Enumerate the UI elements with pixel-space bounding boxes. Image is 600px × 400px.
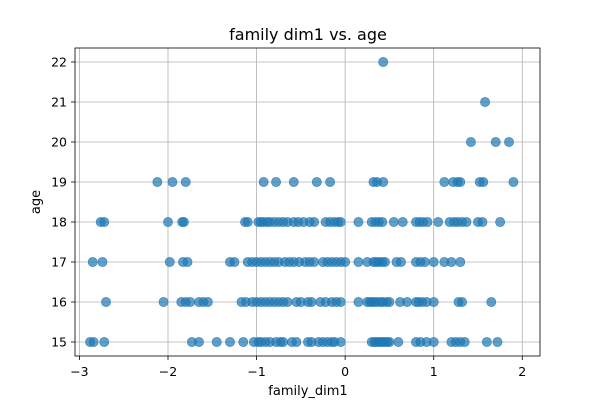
data-point bbox=[428, 337, 439, 347]
data-point bbox=[478, 177, 489, 187]
data-point bbox=[388, 217, 399, 227]
x-axis-label: family_dim1 bbox=[268, 384, 347, 399]
data-point bbox=[439, 177, 450, 187]
data-point bbox=[291, 337, 302, 347]
data-point bbox=[258, 177, 269, 187]
data-point bbox=[384, 337, 395, 347]
data-point bbox=[433, 217, 444, 227]
data-point bbox=[459, 337, 470, 347]
data-point bbox=[455, 177, 466, 187]
data-point bbox=[422, 217, 433, 227]
data-point bbox=[167, 177, 178, 187]
data-point bbox=[238, 337, 249, 347]
data-point bbox=[182, 257, 193, 267]
data-point bbox=[508, 177, 519, 187]
data-point bbox=[194, 337, 204, 347]
data-point bbox=[99, 337, 110, 347]
data-point bbox=[99, 217, 110, 227]
x-tick-label: −2 bbox=[159, 364, 177, 379]
data-point bbox=[457, 297, 467, 307]
data-point bbox=[271, 177, 281, 187]
x-tick-label: 1 bbox=[430, 364, 438, 379]
data-point bbox=[325, 177, 335, 187]
data-point bbox=[229, 257, 240, 267]
data-point bbox=[486, 297, 497, 307]
data-point bbox=[481, 337, 492, 347]
data-point bbox=[185, 297, 196, 307]
data-point bbox=[225, 337, 235, 347]
data-point bbox=[495, 217, 506, 227]
data-point bbox=[309, 217, 320, 227]
data-point bbox=[306, 297, 317, 307]
data-point bbox=[288, 177, 299, 187]
y-tick-label: 16 bbox=[51, 295, 67, 310]
data-point bbox=[466, 137, 476, 147]
data-point bbox=[378, 57, 389, 67]
data-point bbox=[88, 337, 99, 347]
data-point bbox=[163, 217, 173, 227]
data-point bbox=[428, 257, 439, 267]
data-point bbox=[180, 177, 191, 187]
data-point bbox=[202, 297, 213, 307]
y-tick-label: 17 bbox=[51, 255, 67, 270]
data-point bbox=[428, 297, 439, 307]
data-point bbox=[396, 257, 406, 267]
x-tick-label: 2 bbox=[518, 364, 526, 379]
data-point bbox=[242, 217, 253, 227]
data-point bbox=[87, 257, 98, 267]
data-point bbox=[455, 257, 466, 267]
data-point bbox=[353, 257, 364, 267]
y-tick-label: 15 bbox=[51, 335, 67, 350]
data-point bbox=[480, 97, 490, 107]
data-point bbox=[419, 257, 430, 267]
data-point bbox=[461, 217, 472, 227]
data-point bbox=[97, 257, 108, 267]
data-point bbox=[282, 297, 293, 307]
data-point bbox=[397, 217, 408, 227]
data-point bbox=[378, 177, 389, 187]
data-point bbox=[152, 177, 163, 187]
x-tick-label: −3 bbox=[70, 364, 88, 379]
y-axis-label: age bbox=[29, 190, 44, 214]
data-point bbox=[278, 337, 289, 347]
data-point bbox=[211, 337, 222, 347]
data-point bbox=[377, 217, 388, 227]
data-point bbox=[309, 257, 320, 267]
data-point bbox=[353, 297, 364, 307]
data-point bbox=[393, 337, 404, 347]
data-point bbox=[353, 217, 364, 227]
x-axis-ticks: −3 −2 −1 0 1 2 bbox=[70, 356, 526, 379]
data-points bbox=[85, 57, 519, 347]
plot-frame bbox=[74, 47, 541, 357]
data-point bbox=[164, 257, 175, 267]
data-point bbox=[335, 217, 346, 227]
x-tick-label: −1 bbox=[247, 364, 265, 379]
x-tick-label: 0 bbox=[341, 364, 349, 379]
data-point bbox=[101, 297, 111, 307]
y-tick-label: 20 bbox=[51, 135, 67, 150]
y-axis-ticks: 15 16 17 18 19 20 21 22 bbox=[51, 55, 75, 350]
data-point bbox=[311, 177, 322, 187]
data-point bbox=[179, 217, 189, 227]
data-point bbox=[380, 257, 390, 267]
y-tick-label: 18 bbox=[51, 215, 67, 230]
data-point bbox=[492, 337, 503, 347]
y-tick-label: 21 bbox=[51, 95, 67, 110]
y-tick-label: 22 bbox=[51, 55, 67, 70]
chart-title: family dim1 vs. age bbox=[229, 25, 387, 44]
data-point bbox=[340, 257, 351, 267]
y-tick-label: 19 bbox=[51, 175, 67, 190]
data-point bbox=[384, 297, 395, 307]
data-point bbox=[158, 297, 169, 307]
data-point bbox=[402, 297, 413, 307]
data-point bbox=[504, 137, 514, 147]
data-point bbox=[335, 297, 346, 307]
data-point bbox=[446, 257, 457, 267]
data-point bbox=[490, 137, 501, 147]
data-point bbox=[335, 337, 346, 347]
data-point bbox=[477, 217, 488, 227]
